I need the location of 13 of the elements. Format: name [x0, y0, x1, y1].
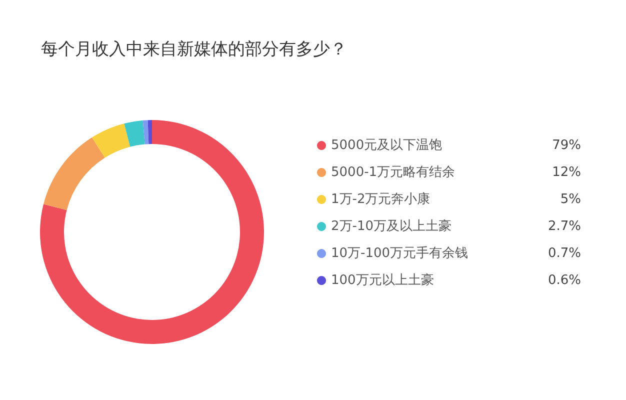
legend-label: 100万元以上土豪: [331, 273, 434, 288]
data-label: 0.6%: [548, 273, 581, 288]
legend-label: 10万-100万元手有余钱: [331, 246, 468, 261]
data-label: 79%: [552, 138, 581, 153]
legend-label: 1万-2万元奔小康: [331, 192, 430, 207]
legend-label: 5000-1万元略有结余: [331, 165, 456, 180]
legend-label: 2万-10万及以上土豪: [331, 219, 452, 234]
data-label: 12%: [552, 165, 581, 180]
data-label: 2.7%: [548, 219, 581, 234]
data-label: 0.7%: [548, 246, 581, 261]
data-label: 5%: [560, 192, 581, 207]
legend-label: 5000元及以下温饱: [331, 138, 442, 153]
chart-title: 每个月收入中来自新媒体的部分有多少？: [41, 40, 347, 60]
